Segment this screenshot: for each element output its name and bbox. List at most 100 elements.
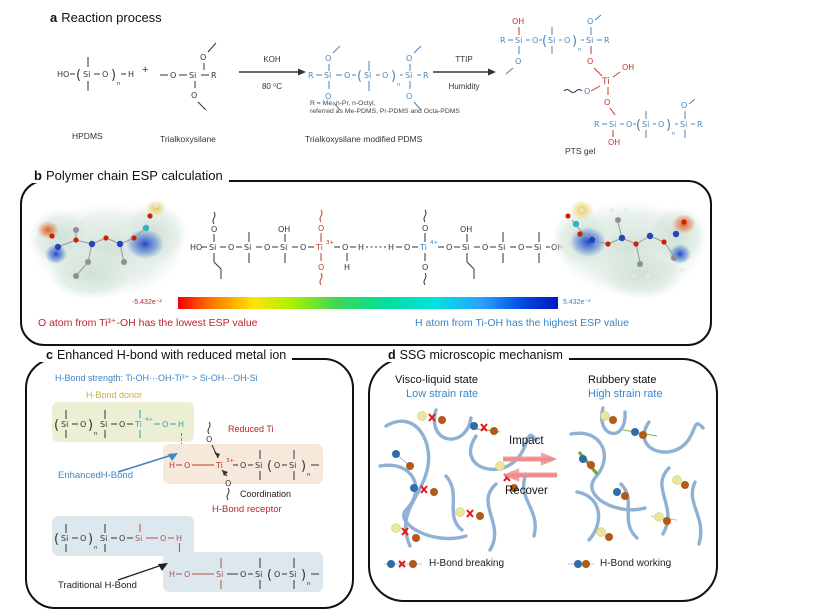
caption-pts-gel: PTS gel [565, 146, 596, 156]
caption-trialkoxysilane: Trialkoxysilane [160, 134, 216, 144]
visco-liquid-state-label: Visco-liquid state [395, 374, 478, 386]
svg-text:3+: 3+ [226, 458, 234, 464]
legend-working-icon [568, 560, 594, 568]
svg-text:n: n [397, 82, 401, 88]
recover-label: Recover [505, 485, 548, 497]
svg-text:Si: Si [289, 570, 296, 579]
svg-text:O: O [325, 92, 331, 101]
svg-text:H: H [178, 420, 184, 429]
svg-text:O: O [318, 263, 324, 272]
svg-text:O: O [564, 36, 570, 45]
low-strain-rate-label: Low strain rate [406, 388, 479, 400]
svg-text:O: O [344, 71, 350, 80]
svg-text:(: ( [542, 34, 547, 49]
legend-working-label: H-Bond working [600, 558, 672, 569]
svg-text:OH: OH [460, 225, 472, 234]
enhanced-hbond-arrow-icon [117, 453, 178, 473]
traditional-hbond-arrow-icon [117, 563, 168, 581]
hbond-receptor-structure: O H O Ti 3+ O Si ( O Si ) n O [169, 421, 319, 501]
svg-text:Si: Si [462, 243, 469, 252]
svg-text:H: H [169, 461, 175, 470]
svg-text:): ) [301, 459, 306, 474]
reaction-arrow-1: KOH 80 ⁰C [238, 55, 306, 91]
esp-caption-highest: H atom from Ti-OH has the highest ESP va… [415, 317, 629, 329]
svg-text:n: n [672, 131, 676, 137]
svg-text:O: O [342, 243, 348, 252]
esp-caption-lowest: O atom from Ti³⁺-OH has the lowest ESP v… [38, 317, 258, 329]
r-note-line1: R = Me, n-Pr, n-Octyl, [310, 100, 376, 107]
panel-b-letter: b [34, 168, 42, 183]
svg-text:(: ( [636, 118, 641, 133]
svg-text:O: O [446, 243, 452, 252]
svg-text:O: O [681, 101, 687, 110]
svg-text:(: ( [267, 568, 272, 583]
svg-text:Si: Si [100, 420, 107, 429]
colorbar-max-label: 5.432e⁻² [563, 299, 591, 306]
svg-text:O: O [318, 224, 324, 233]
hbond-donor-label: H-Bond donor [86, 390, 143, 400]
svg-text:O: O [160, 534, 166, 543]
panel-d-letter: d [388, 348, 396, 362]
svg-text:H: H [388, 243, 394, 252]
network-visco-liquid [378, 408, 538, 552]
svg-text:n: n [117, 81, 121, 87]
svg-text:O: O [422, 224, 428, 233]
caption-hpdms: HPDMS [72, 131, 103, 141]
esp-colorbar [178, 297, 558, 309]
svg-text:O: O [240, 461, 246, 470]
svg-text:Si: Si [135, 534, 142, 543]
svg-text:Si: Si [216, 570, 223, 579]
svg-text:): ) [391, 69, 396, 84]
svg-text:Si: Si [405, 71, 412, 80]
svg-text:R: R [500, 36, 506, 45]
svg-text:Si: Si [609, 120, 616, 129]
hbond-receptor-label: H-Bond receptor [212, 504, 282, 515]
traditional-hbond-line [179, 543, 180, 557]
traditional-box-top [52, 516, 194, 556]
trialkoxysilane-structure: O O Si R O [160, 42, 217, 111]
svg-text:Si: Si [61, 534, 68, 543]
svg-text:O: O [587, 17, 593, 26]
arrow-right-icon [239, 68, 306, 76]
svg-text:O: O [200, 53, 206, 62]
hpdms-structure: HO ( Si O ) n H [57, 57, 134, 91]
svg-text:R: R [211, 71, 217, 80]
svg-text:Ti: Ti [419, 243, 427, 252]
svg-text:): ) [301, 568, 306, 583]
svg-text:Si: Si [680, 120, 687, 129]
svg-text:n: n [94, 545, 98, 551]
svg-text:n: n [94, 431, 98, 437]
svg-text:Si: Si [61, 420, 68, 429]
svg-text:R: R [697, 120, 703, 129]
svg-text:O: O [80, 534, 86, 543]
svg-text:O: O [300, 243, 306, 252]
panel-d-title: d SSG microscopic mechanism [382, 348, 569, 362]
svg-text:Si: Si [100, 534, 107, 543]
svg-text:Si: Si [83, 70, 90, 79]
traditional-box-bottom [163, 552, 323, 592]
esp-surface-right [552, 200, 708, 300]
svg-text:Si: Si [534, 243, 541, 252]
svg-text:): ) [88, 418, 93, 433]
panel-b-title: b Polymer chain ESP calculation [28, 168, 229, 183]
svg-text:O: O [119, 420, 125, 429]
svg-text:Ti: Ti [134, 420, 142, 429]
svg-text:): ) [572, 34, 577, 49]
polymer-chain-structure: HO Si O O Si O Si OH O Ti 3+ O O O H H [190, 209, 562, 286]
svg-text:O: O [515, 57, 521, 66]
svg-text:4+: 4+ [430, 240, 438, 246]
colorbar-min-label: -5.432e⁻² [132, 299, 162, 306]
svg-text:O: O [406, 92, 412, 101]
svg-text:(: ( [267, 459, 272, 474]
svg-text:Si: Si [548, 36, 555, 45]
panel-c-title: c Enhanced H-bond with reduced metal ion [40, 348, 293, 362]
high-strain-rate-label: High strain rate [588, 388, 663, 400]
svg-text:Ti: Ti [601, 77, 610, 87]
svg-text:O: O [102, 70, 108, 79]
svg-text:Si: Si [586, 36, 593, 45]
svg-text:(: ( [357, 69, 362, 84]
legend-breaking-label: H-Bond breaking [429, 558, 505, 569]
svg-text:OH: OH [278, 225, 290, 234]
svg-text:Si: Si [498, 243, 505, 252]
svg-text:(: ( [76, 68, 81, 83]
